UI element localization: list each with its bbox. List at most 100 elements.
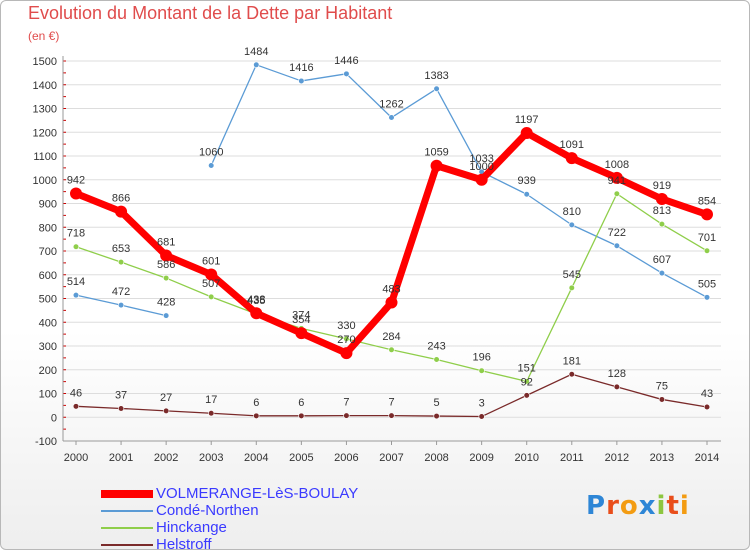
data-point [117,259,125,266]
data-label: 507 [202,278,220,290]
data-label: 151 [518,362,536,374]
data-point [703,403,711,411]
y-tick-label: 1500 [33,56,57,68]
data-point [568,371,575,378]
data-point [613,242,620,249]
x-tick-label: 2010 [514,452,538,464]
legend-item-conde-northen: Condé-Northen [101,502,501,519]
data-label: 428 [157,297,175,309]
y-tick-label: 900 [39,199,57,211]
data-label: 514 [67,276,85,288]
y-tick-label: 700 [39,246,57,258]
data-point [655,192,668,205]
data-label: 7 [343,397,349,409]
data-label: 483 [382,284,400,296]
data-label: 17 [205,394,217,406]
data-label: 1262 [379,99,403,111]
legend-label: Hinckange [156,519,227,536]
data-point [658,396,666,403]
x-tick-label: 2000 [64,452,88,464]
data-point [568,221,575,228]
data-point [253,61,260,68]
data-label: 1008 [605,159,629,171]
data-label: 919 [653,180,671,192]
data-point [433,356,440,363]
y-tick-label: 500 [39,294,57,306]
chart-subtitle: (en €) [28,29,60,43]
data-label: 284 [382,331,400,343]
x-tick-label: 2005 [289,452,313,464]
data-label: 330 [337,320,355,332]
data-point [613,383,620,390]
legend-item-helstroff: Helstroff [101,536,501,550]
data-point [613,190,620,197]
data-label: 813 [653,205,671,217]
data-point [343,70,350,77]
legend-swatch [101,544,153,546]
data-label: 810 [563,206,581,218]
data-label: 586 [157,259,175,271]
data-point [72,243,80,250]
data-label: 854 [698,195,716,207]
data-label: 354 [292,314,310,326]
x-tick-label: 2003 [199,452,223,464]
y-tick-label: 100 [39,389,57,401]
data-label: 1000 [469,161,493,173]
logo-letter: i [679,491,690,521]
y-tick-label: 600 [39,270,57,282]
data-label: 701 [698,232,716,244]
x-tick-label: 2009 [469,452,493,464]
legend-label: Helstroff [156,536,212,550]
data-label: 46 [70,387,82,399]
data-label: 1197 [515,114,539,126]
y-tick-label: 400 [39,317,57,329]
data-point [208,162,215,169]
data-label: 866 [112,193,130,205]
data-point [523,378,530,385]
data-point [658,269,666,277]
data-point [658,221,666,228]
x-tick-label: 2012 [605,452,629,464]
y-tick-label: 300 [39,341,57,353]
data-label: 545 [563,269,581,281]
data-point [520,126,533,139]
data-point [478,413,485,420]
data-point [160,249,173,262]
data-point [703,294,711,301]
legend: VOLMERANGE-LèS-BOULAY Condé-Northen Hinc… [101,485,501,550]
data-point [343,335,350,342]
data-label: 243 [427,341,445,353]
data-point [70,187,82,200]
legend-swatch [101,490,153,498]
data-point [205,268,218,281]
data-point [343,412,350,419]
data-point [250,307,263,320]
series-line [210,64,708,298]
data-label: 722 [608,227,626,239]
data-point [701,208,713,221]
data-label: 128 [608,368,626,380]
data-label: 1446 [334,55,358,67]
data-label: 607 [653,254,671,266]
x-tick-label: 2011 [560,452,584,464]
y-tick-label: 1400 [33,80,57,92]
data-label: 718 [67,228,85,240]
data-point [430,159,443,172]
data-point [385,296,398,309]
data-label: 7 [388,397,394,409]
data-label: 601 [202,256,220,268]
logo-letter: o [619,491,639,521]
data-point [610,171,623,184]
legend-swatch [101,510,153,512]
data-label: 1060 [199,147,223,159]
data-point [523,191,530,198]
data-label: 196 [472,352,490,364]
logo-letter: t [666,491,680,521]
data-point [72,292,80,299]
data-point [388,346,395,353]
data-point [208,410,215,417]
data-label: 1033 [469,153,493,165]
data-point [388,412,395,419]
data-label: 27 [160,392,172,404]
data-point [703,247,711,254]
